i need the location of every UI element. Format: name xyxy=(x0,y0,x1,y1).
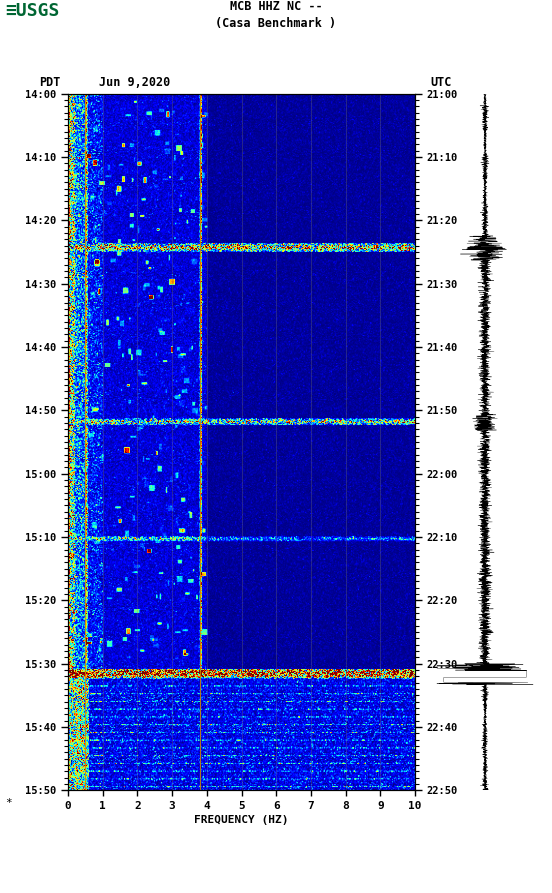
Text: Jun 9,2020: Jun 9,2020 xyxy=(99,76,171,89)
Text: UTC: UTC xyxy=(431,76,452,89)
Text: PDT: PDT xyxy=(39,76,60,89)
Text: MCB HHZ NC --
(Casa Benchmark ): MCB HHZ NC -- (Casa Benchmark ) xyxy=(215,0,337,30)
X-axis label: FREQUENCY (HZ): FREQUENCY (HZ) xyxy=(194,815,289,825)
Text: *: * xyxy=(6,797,12,807)
Text: ≡USGS: ≡USGS xyxy=(6,2,60,20)
